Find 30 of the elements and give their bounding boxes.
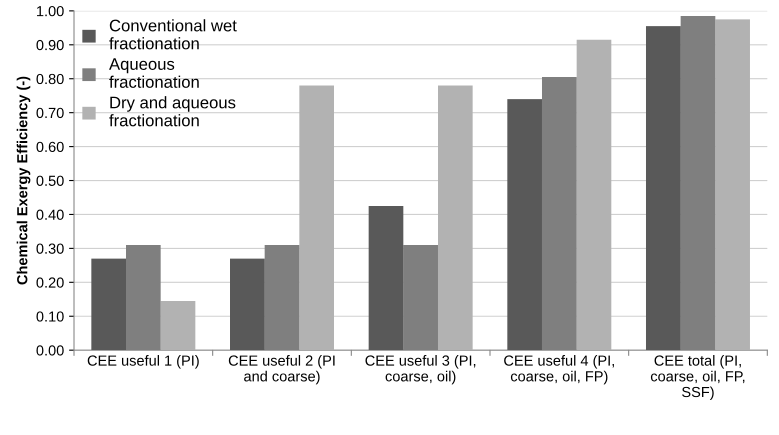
bar <box>299 86 334 350</box>
y-tick-label: 0.30 <box>36 243 64 254</box>
bar <box>438 86 473 350</box>
bar <box>91 258 126 350</box>
y-tick-label: 0.70 <box>36 108 64 118</box>
y-tick-label: 0.40 <box>36 210 64 220</box>
x-tick-label: CEE useful 3 (PI, coarse, oil) <box>365 355 476 384</box>
y-tick-label: 0.90 <box>36 40 64 50</box>
legend-label: Aqueous fractionation <box>109 58 199 88</box>
bar <box>576 40 612 350</box>
y-tick-label: 0.10 <box>36 311 64 322</box>
y-tick-label: 0.80 <box>36 74 64 84</box>
bar <box>715 19 750 350</box>
bar <box>160 300 196 350</box>
y-tick-label: 1.00 <box>37 6 64 16</box>
y-tick-label: 0.00 <box>36 345 64 356</box>
bar <box>646 26 681 350</box>
y-tick-label: 0.60 <box>36 142 64 152</box>
x-tick-label: CEE useful 1 (PI) <box>88 355 199 369</box>
bar <box>368 206 404 350</box>
x-tick-label: CEE useful 2 (PI and coarse) <box>228 355 335 384</box>
y-tick-label: 0.20 <box>36 277 64 288</box>
legend-label: Dry and aqueous fractionation <box>109 96 236 126</box>
y-axis-title: Chemical Exergy Efficiency (-) <box>16 76 30 284</box>
x-tick-label: CEE total (PI, coarse, oil, FP, SSF) <box>650 355 744 400</box>
bar <box>507 99 542 350</box>
y-tick-label: 0.50 <box>36 176 64 186</box>
x-tick-label: CEE useful 4 (PI, coarse, oil, FP) <box>504 355 614 384</box>
bar <box>230 258 265 350</box>
legend-label: Conventional wet fractionation <box>109 19 237 50</box>
